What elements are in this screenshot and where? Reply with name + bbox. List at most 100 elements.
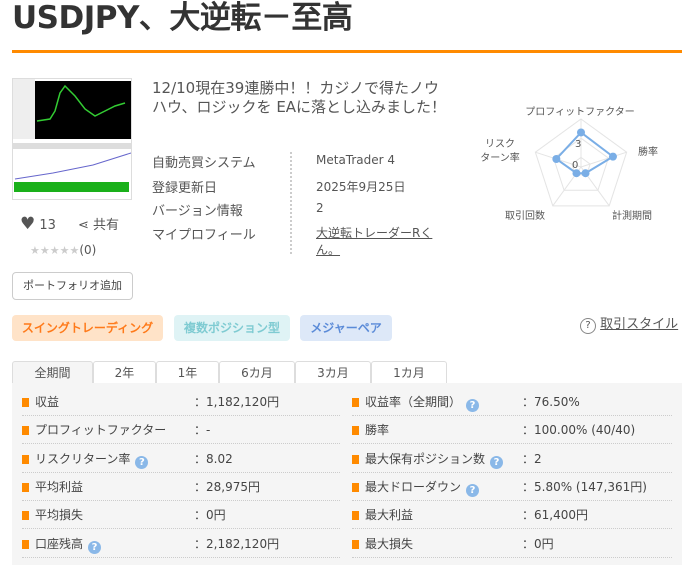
stat-label: 最大利益 bbox=[365, 508, 414, 523]
page-title: USDJPY、大逆転－至高 bbox=[12, 0, 353, 36]
stat-row: 最大保有ポジション数? ：2 bbox=[352, 445, 672, 473]
info-label: バージョン情報 bbox=[152, 204, 243, 219]
share-button[interactable]: ⋖ 共有 bbox=[78, 218, 120, 233]
bullet-icon bbox=[22, 482, 29, 492]
stat-value: ：- bbox=[194, 423, 211, 438]
trade-style-help-link[interactable]: ? 取引スタイル bbox=[580, 313, 678, 334]
radar-point bbox=[552, 154, 561, 163]
tab-1-year[interactable]: 1年 bbox=[156, 361, 219, 383]
radar-chart: プロフィットファクター 勝率 計測期間 取引回数 リスク ターン率 3 0 bbox=[480, 106, 658, 222]
stat-label: リスクリターン率 bbox=[35, 451, 131, 466]
stat-row: 最大損失 ：0円 bbox=[352, 530, 672, 558]
stat-value: ：76.50% bbox=[522, 395, 580, 409]
radar-axis-label: 取引回数 bbox=[505, 209, 545, 222]
bullet-icon bbox=[22, 539, 29, 549]
tag-major-pair[interactable]: メジャーペア bbox=[300, 315, 392, 341]
stat-row: リスクリターン率? ：8.02 bbox=[22, 445, 340, 473]
ea-description: 12/10現在39連勝中！！カジノで得たノウハウ、ロジックを EAに落とし込みま… bbox=[152, 79, 447, 116]
ea-screenshot-thumbnail[interactable] bbox=[12, 78, 132, 200]
stat-row: 口座残高? ：2,182,120円 bbox=[22, 530, 340, 558]
tab-all-period[interactable]: 全期間 bbox=[12, 361, 93, 383]
radar-tick-label: 3 bbox=[575, 139, 581, 150]
like-button[interactable]: ♥ 13 bbox=[20, 214, 56, 234]
stat-row: 最大ドローダウン? ：5.80% (147,361円) bbox=[352, 473, 672, 501]
stat-value: ：8.02 bbox=[194, 451, 233, 466]
stat-row: 最大利益 ：61,400円 bbox=[352, 501, 672, 530]
bullet-icon bbox=[22, 454, 29, 464]
stat-value: ：5.80% (147,361円) bbox=[522, 479, 647, 494]
stat-label: 平均利益 bbox=[35, 479, 84, 494]
stat-value: ：0円 bbox=[194, 508, 226, 523]
star-icons: ★★★★★ bbox=[30, 244, 80, 257]
radar-grid bbox=[553, 137, 609, 191]
help-icon[interactable]: ? bbox=[88, 540, 102, 554]
radar-point bbox=[581, 169, 590, 178]
tab-6-months[interactable]: 6カ月 bbox=[219, 361, 295, 383]
stat-value: ：61,400円 bbox=[522, 508, 588, 523]
bullet-icon bbox=[352, 398, 359, 407]
stat-label: 最大損失 bbox=[365, 536, 414, 551]
stat-row: 収益率（全期間）? ：76.50% bbox=[352, 388, 672, 416]
title-divider bbox=[12, 50, 682, 53]
stat-label: 口座残高 bbox=[35, 536, 84, 551]
help-icon[interactable]: ? bbox=[135, 455, 149, 469]
stat-label: 最大ドローダウン bbox=[365, 479, 462, 494]
bullet-icon bbox=[352, 539, 359, 549]
tag-swing-trading[interactable]: スイングトレーディング bbox=[12, 315, 163, 341]
bullet-icon bbox=[22, 398, 29, 407]
radar-grid bbox=[571, 156, 591, 176]
radar-series bbox=[554, 131, 615, 175]
bullet-icon bbox=[22, 511, 29, 521]
bullet-icon bbox=[352, 454, 359, 464]
help-icon[interactable]: ? bbox=[466, 399, 480, 412]
stat-row: 収益 ：1,182,120円 bbox=[22, 388, 340, 416]
stat-label: 収益率（全期間） bbox=[365, 395, 462, 409]
radar-point bbox=[572, 169, 581, 178]
stat-value: ：0円 bbox=[522, 536, 554, 551]
radar-point bbox=[577, 128, 585, 137]
stat-value: ：100.00% (40/40) bbox=[522, 423, 636, 438]
stat-row: 平均損失 ：0円 bbox=[22, 501, 340, 530]
tag-multi-position[interactable]: 複数ポジション型 bbox=[174, 315, 290, 341]
add-portfolio-button[interactable]: ポートフォリオ追加 bbox=[12, 272, 133, 300]
help-icon[interactable]: ? bbox=[466, 483, 480, 497]
stat-row: 平均利益 ：28,975円 bbox=[22, 473, 340, 501]
share-icon: ⋖ bbox=[78, 218, 89, 233]
radar-grid bbox=[534, 118, 628, 207]
radar-axis-label: ターン率 bbox=[480, 151, 520, 164]
stat-label: 平均損失 bbox=[35, 508, 84, 523]
stats-panel bbox=[12, 383, 682, 565]
info-divider bbox=[290, 152, 292, 254]
info-label: 登録更新日 bbox=[152, 181, 218, 196]
stat-value: ：28,975円 bbox=[194, 479, 260, 494]
tab-3-months[interactable]: 3カ月 bbox=[295, 361, 371, 383]
info-label: 自動売買システム bbox=[152, 156, 256, 171]
profile-link[interactable]: 大逆転トレーダーRくん。 bbox=[316, 226, 433, 257]
help-circle-icon: ? bbox=[580, 318, 596, 334]
stat-value: ：2 bbox=[522, 451, 542, 466]
tab-1-month[interactable]: 1カ月 bbox=[371, 361, 447, 383]
radar-point bbox=[608, 152, 617, 161]
radar-tick-label: 0 bbox=[572, 160, 578, 171]
bullet-icon bbox=[352, 511, 359, 521]
updated-date-value: 2025年9月25日 bbox=[316, 180, 406, 194]
radar-axis-label: 勝率 bbox=[638, 145, 658, 158]
stat-row: 勝率 ：100.00% (40/40) bbox=[352, 416, 672, 445]
help-icon[interactable]: ? bbox=[490, 455, 504, 469]
platform-value: MetaTrader 4 bbox=[316, 153, 396, 167]
info-label: マイプロフィール bbox=[152, 228, 256, 243]
stat-row: プロフィットファクター ：- bbox=[22, 416, 340, 445]
radar-spoke bbox=[580, 151, 627, 168]
radar-axis-label: 計測期間 bbox=[612, 209, 652, 222]
stat-label: 最大保有ポジション数 bbox=[365, 451, 486, 466]
heart-icon: ♥ bbox=[20, 214, 36, 234]
bullet-icon bbox=[22, 426, 29, 436]
stat-value: ：1,182,120円 bbox=[194, 395, 280, 409]
bullet-icon bbox=[352, 426, 359, 436]
stat-label: 収益 bbox=[35, 395, 60, 409]
radar-axis-label: リスク bbox=[485, 138, 515, 150]
stat-label: 勝率 bbox=[365, 423, 390, 438]
radar-axis-label: プロフィットファクター bbox=[525, 106, 634, 118]
tab-2-years[interactable]: 2年 bbox=[93, 361, 156, 383]
bullet-icon bbox=[352, 482, 359, 492]
